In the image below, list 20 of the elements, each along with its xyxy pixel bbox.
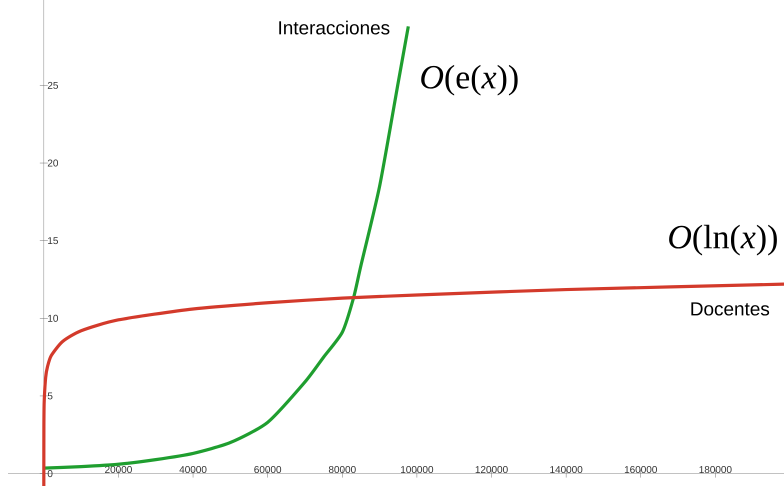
y-tick-label: 0 bbox=[48, 470, 52, 478]
x-tick-label: 140000 bbox=[550, 466, 582, 474]
x-tick-label: 120000 bbox=[476, 466, 508, 474]
x-tick-label: 40000 bbox=[179, 466, 207, 474]
line-series bbox=[42, 282, 784, 486]
x-tick-label: 80000 bbox=[328, 466, 356, 474]
x-tick-label: 100000 bbox=[401, 466, 434, 474]
annotation: O(ln(x)) bbox=[669, 224, 777, 256]
x-tick-label: 20000 bbox=[105, 466, 132, 474]
x-tick-label: 180000 bbox=[700, 466, 732, 474]
y-tick-label: 25 bbox=[48, 82, 58, 89]
y-tick-label: 10 bbox=[48, 314, 58, 322]
y-tick-label: 5 bbox=[48, 392, 52, 400]
y-tick-label: 20 bbox=[48, 160, 58, 167]
x-tick-label: 160000 bbox=[624, 466, 657, 474]
annotation: O(e(x)) bbox=[421, 64, 518, 96]
y-tick-label: 15 bbox=[48, 237, 58, 244]
series-label: Docentes bbox=[691, 302, 770, 316]
x-tick-label: 60000 bbox=[254, 466, 282, 474]
series-label: Interacciones bbox=[279, 20, 390, 34]
